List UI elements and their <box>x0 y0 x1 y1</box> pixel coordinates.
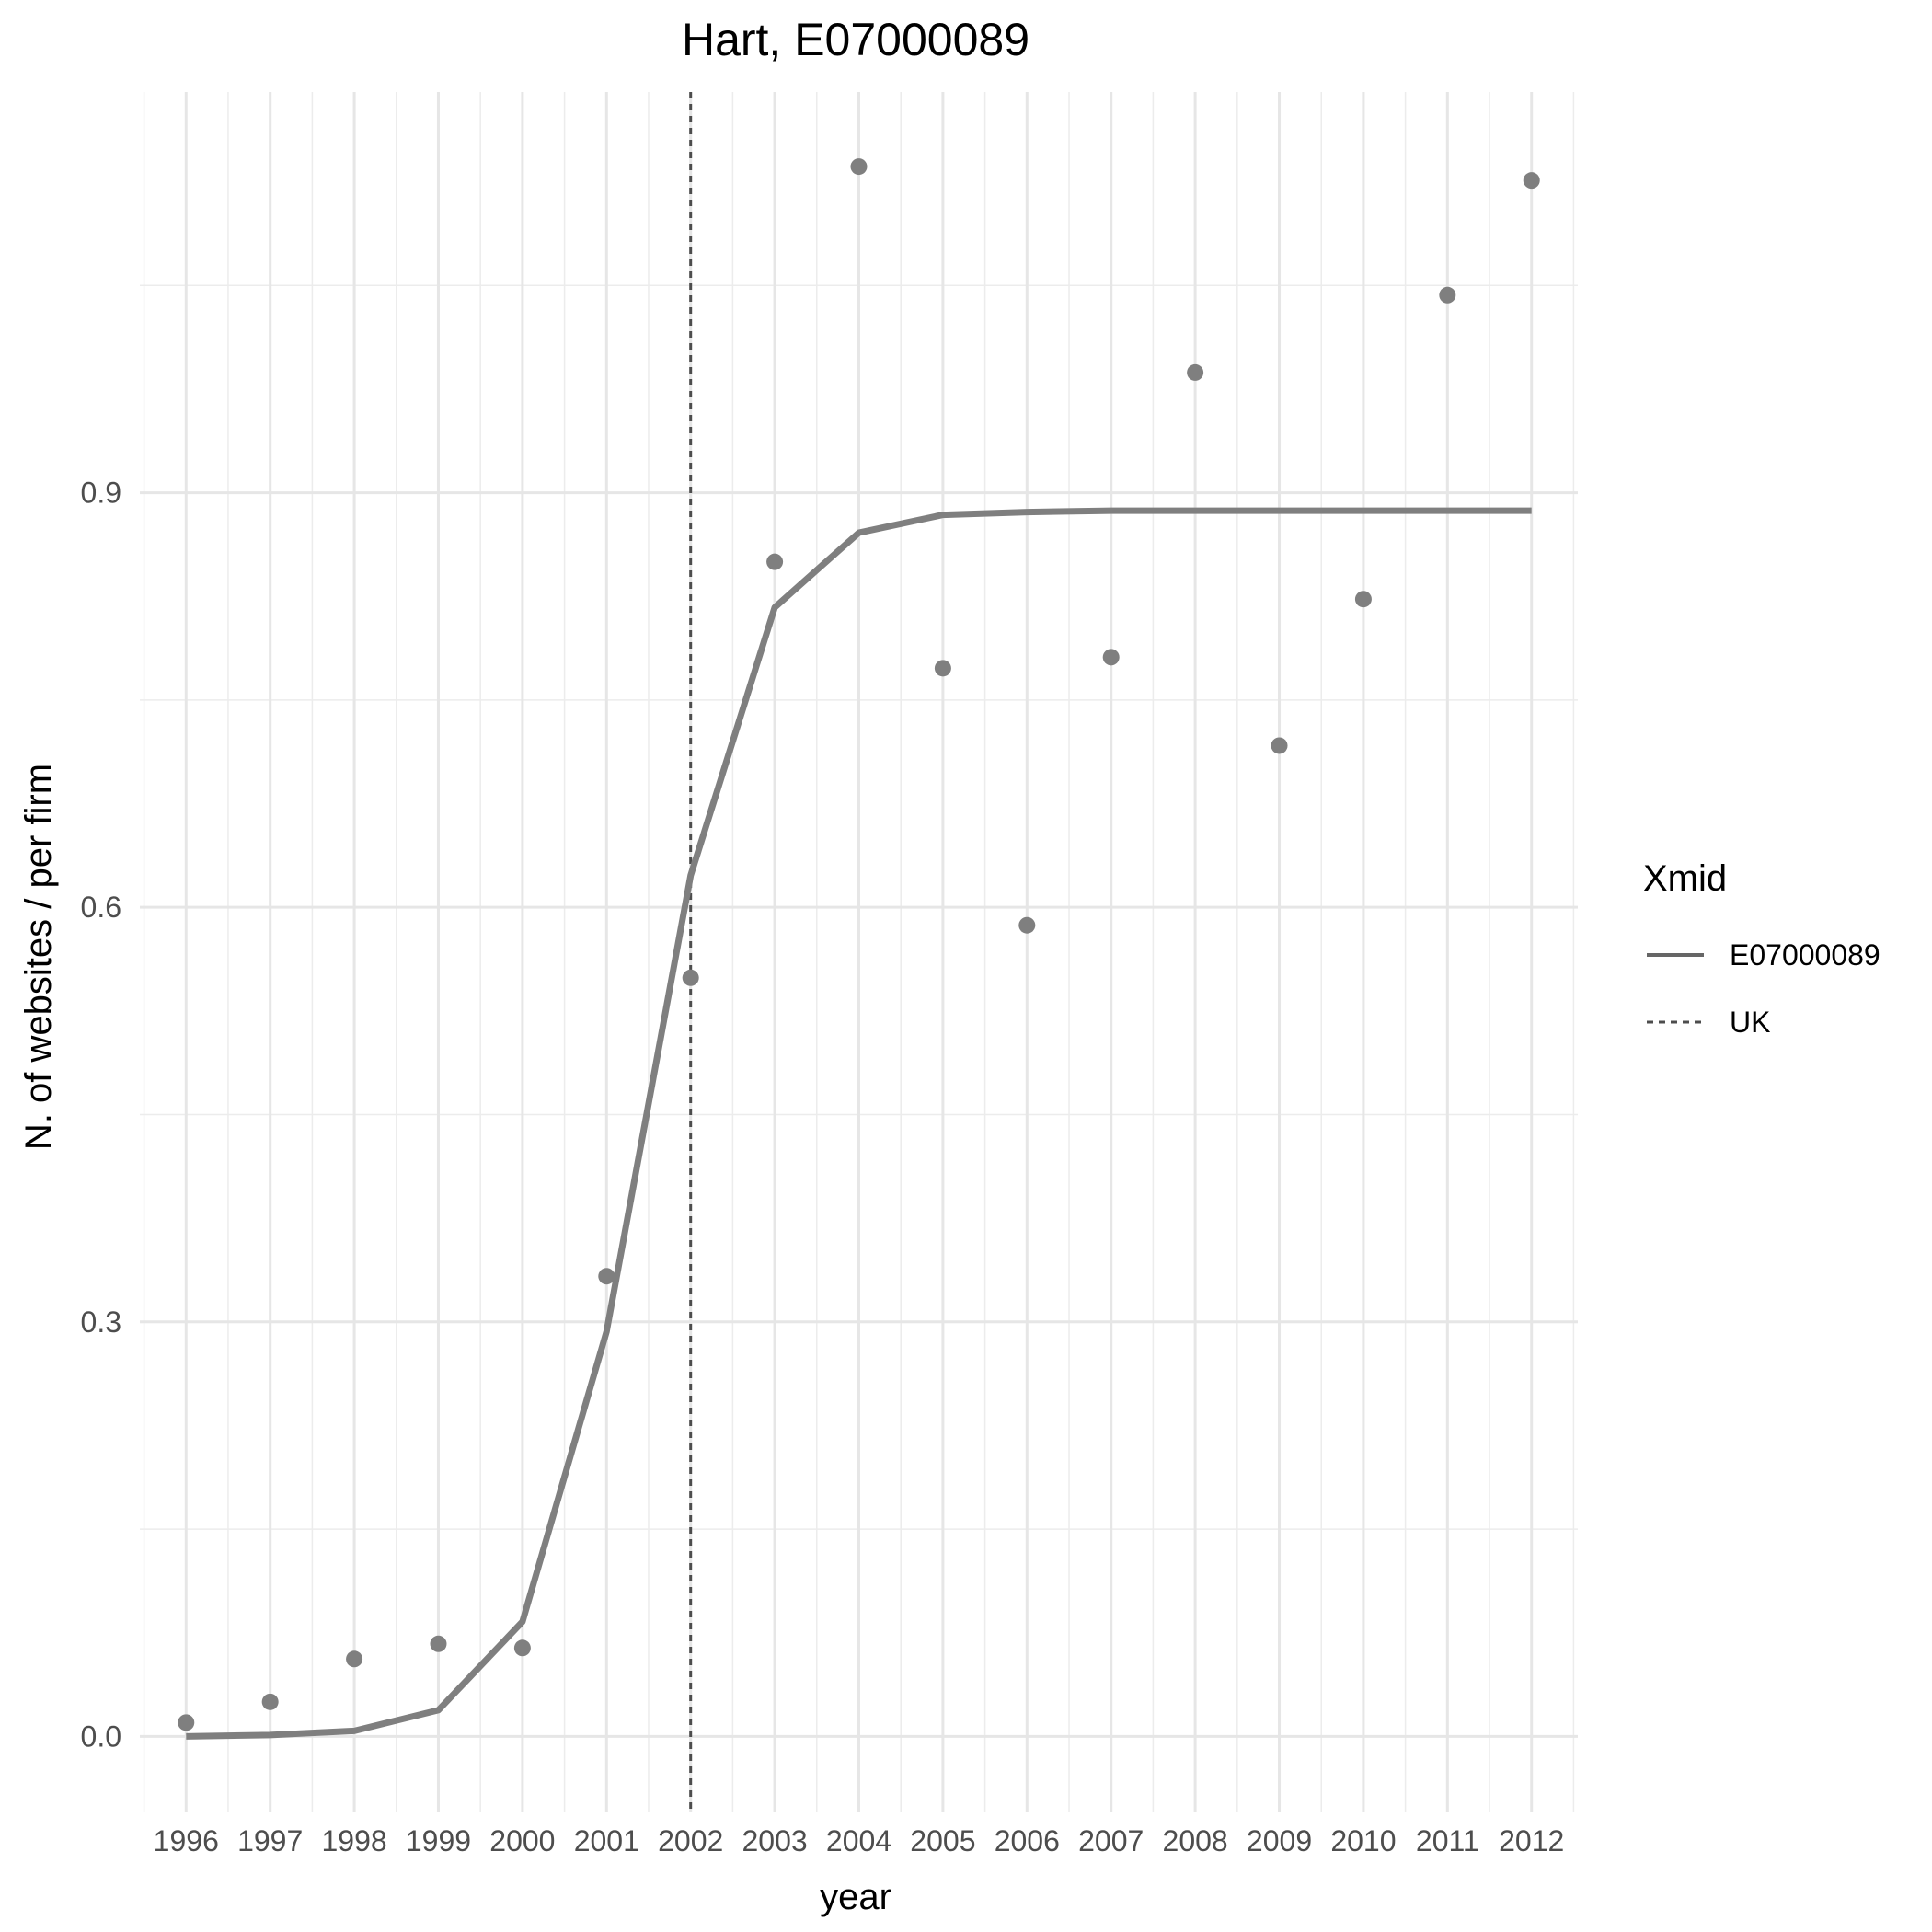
data-point <box>1187 363 1204 381</box>
x-tick-label: 2005 <box>910 1824 975 1857</box>
x-tick-label: 1999 <box>406 1824 471 1857</box>
y-tick-label: 0.6 <box>81 891 121 924</box>
x-tick-label: 2004 <box>826 1824 891 1857</box>
data-point <box>1018 916 1036 934</box>
data-point <box>598 1268 615 1285</box>
data-point <box>178 1714 195 1731</box>
x-tick-label: 2011 <box>1416 1824 1479 1857</box>
x-tick-label: 2006 <box>995 1824 1060 1857</box>
legend-title: Xmid <box>1643 858 1727 899</box>
x-tick-label: 2012 <box>1499 1824 1564 1857</box>
x-tick-label: 1996 <box>154 1824 219 1857</box>
tick-labels: 1996 1997 1998 1999 2000 2001 2002 2003 2004 2005… <box>81 477 1565 1857</box>
data-point <box>1354 591 1372 608</box>
x-tick-label: 1997 <box>237 1824 303 1857</box>
data-point <box>1102 649 1120 666</box>
data-point <box>430 1635 447 1652</box>
x-tick-label: 2002 <box>658 1824 723 1857</box>
data-point <box>1523 172 1540 190</box>
y-tick-label: 0.9 <box>81 477 121 510</box>
y-tick-label: 0.3 <box>81 1305 121 1339</box>
data-point <box>766 553 784 570</box>
data-point <box>934 660 951 677</box>
legend-label-uk: UK <box>1730 1006 1770 1039</box>
data-point <box>1271 737 1288 754</box>
x-tick-label: 2001 <box>574 1824 639 1857</box>
x-tick-label: 2003 <box>742 1824 808 1857</box>
x-tick-label: 2009 <box>1247 1824 1312 1857</box>
series-points <box>178 158 1540 1731</box>
x-tick-label: 2007 <box>1078 1824 1144 1857</box>
y-tick-label: 0.0 <box>81 1719 121 1753</box>
series-line-e07000089 <box>186 507 1532 1740</box>
legend-label-e07000089: E07000089 <box>1730 938 1880 972</box>
x-axis-title: year <box>820 1877 891 1917</box>
x-tick-label: 2000 <box>489 1824 555 1857</box>
x-tick-label: 2008 <box>1163 1824 1228 1857</box>
data-point <box>1439 286 1456 304</box>
x-tick-label: 1998 <box>321 1824 386 1857</box>
data-point <box>850 158 868 176</box>
chart-title: Hart, E07000089 <box>682 14 1029 65</box>
data-point <box>346 1650 363 1668</box>
data-point <box>682 969 699 986</box>
x-tick-label: 2010 <box>1330 1824 1396 1857</box>
y-axis-title: N. of websites / per firm <box>18 764 59 1150</box>
grid <box>140 92 1578 1812</box>
series-lines <box>186 507 1532 1740</box>
data-point <box>513 1639 531 1657</box>
legend: Xmid E07000089 UK <box>1643 858 1880 1039</box>
data-point <box>261 1693 279 1710</box>
